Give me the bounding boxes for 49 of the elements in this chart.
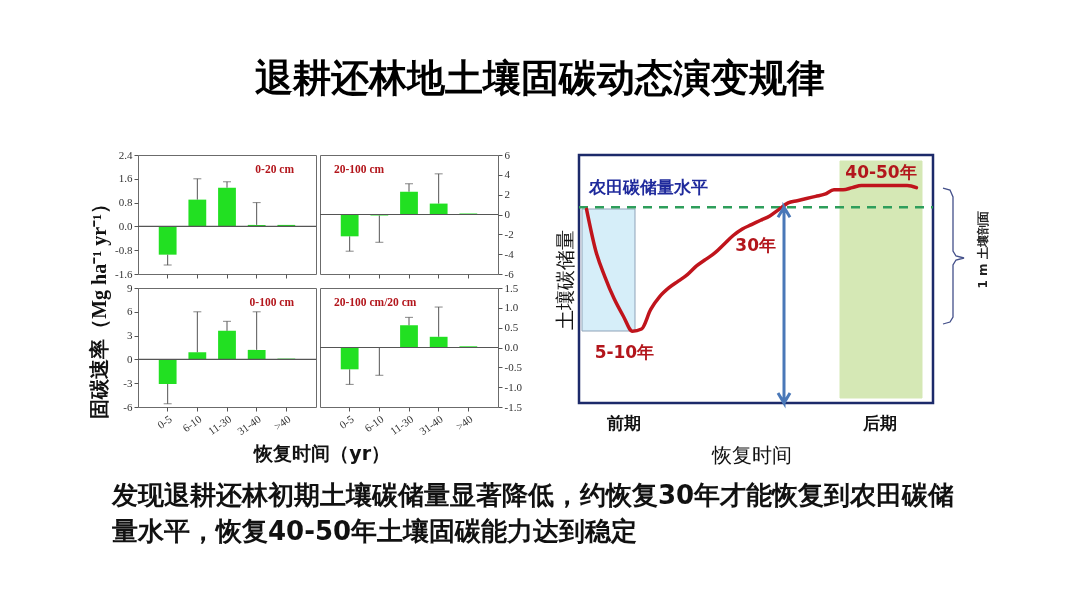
y-tick-label: 1.6 — [118, 172, 133, 185]
text: 发现退耕还林初期土壤碳储量显著降低，约恢复30年才能恢复到农田碳储量水平，恢复40-50年土壤固碳能力达到稳定 — [111, 480, 955, 546]
ref-line-label: 农田碳储量水平 — [588, 177, 708, 198]
y-axis-title: 固碳速率（Mg ha⁻¹ yr⁻¹） — [88, 193, 112, 419]
text: 退耕还林地土壤固碳动态演变规律 — [255, 56, 825, 100]
x-tick-label: 0-5 — [155, 412, 175, 431]
x-tick-label: 6-10 — [362, 412, 387, 435]
y2-tick-label: -1.0 — [504, 380, 523, 393]
x-tick-label: 6-10 — [180, 412, 205, 435]
x-tick-label: >40 — [453, 412, 476, 433]
text: 1 m 土壤剖面 — [976, 211, 990, 289]
y2-tick-label: -0.5 — [504, 360, 523, 373]
y-axis-title: 土壤碳储量 — [552, 229, 577, 330]
y-tick-label: 6 — [127, 305, 133, 318]
x-tick-label: 0-5 — [337, 412, 357, 431]
x-axis-title: 恢复时间（yr） — [253, 442, 391, 465]
y2-tick-label: -2 — [504, 227, 514, 240]
y2-tick-label: -6 — [504, 267, 515, 280]
y-tick-label: 0 — [127, 352, 133, 365]
x-tick-label: >40 — [271, 412, 294, 433]
x-tick-label: 前期 — [605, 412, 641, 433]
y-tick-label: -1.6 — [115, 267, 133, 280]
y2-tick-label: 1.0 — [504, 301, 519, 314]
y2-tick-label: 2 — [504, 188, 510, 201]
y-tick-label: 3 — [127, 329, 133, 342]
y-tick-label: 2.4 — [118, 148, 133, 161]
text: 0-100 cm — [249, 296, 295, 308]
annotation: 5-10年 — [594, 342, 655, 363]
x-axis-title: 恢复时间 — [711, 442, 792, 467]
y2-tick-label: 0 — [504, 208, 511, 220]
y-tick-label: -0.8 — [115, 243, 133, 256]
y-tick-label: -3 — [123, 376, 133, 389]
y-tick-label: 9 — [127, 281, 133, 294]
y-tick-label: 0.0 — [118, 219, 133, 232]
text: 40-50年 — [845, 162, 917, 182]
text: 20-100 cm — [334, 163, 385, 175]
y2-tick-label: 4 — [504, 168, 511, 181]
y2-tick-label: 6 — [504, 148, 511, 161]
y-tick-label: -6 — [123, 400, 133, 413]
text: 20-100 cm/20 cm — [334, 296, 417, 308]
y2-tick-label: 1.5 — [504, 281, 519, 294]
y2-tick-label: 0.0 — [504, 341, 519, 353]
annotation: 30年 — [735, 235, 776, 256]
text: 0-20 cm — [255, 163, 295, 175]
y2-tick-label: -4 — [504, 247, 515, 260]
y2-tick-label: 0.5 — [504, 321, 519, 334]
y-tick-label: 0.8 — [118, 196, 133, 209]
y2-tick-label: -1.5 — [504, 400, 523, 413]
x-tick-label: 后期 — [862, 412, 898, 433]
